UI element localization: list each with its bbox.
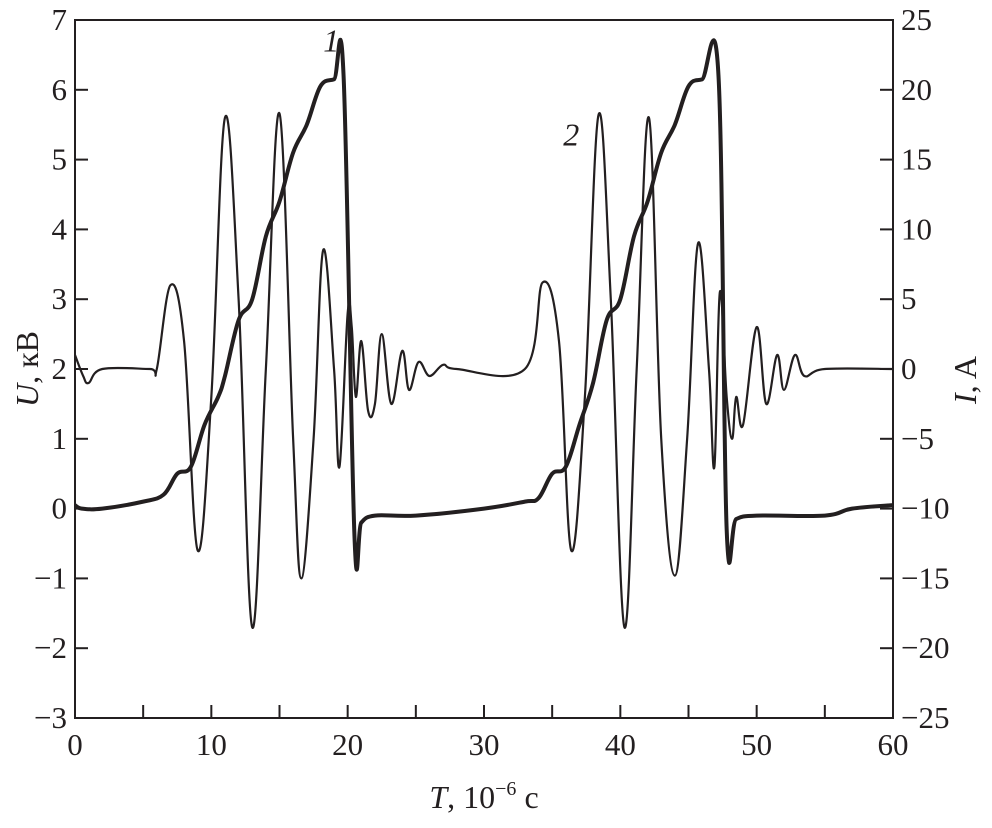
tick-labels: 0 10 20 30 40 50 60−3−2−101234567−25−20−15−10−… bbox=[34, 2, 949, 762]
y-right-tick-label: 5 bbox=[901, 281, 917, 316]
y-right-tick-label: 15 bbox=[901, 142, 932, 177]
series-lines bbox=[73, 37, 894, 629]
x-tick-label: 60 bbox=[878, 727, 909, 762]
series-line-2 bbox=[73, 111, 894, 629]
y-left-tick-label: 6 bbox=[52, 72, 68, 107]
y-right-axis-label: I, A bbox=[947, 356, 983, 405]
y-left-tick-label: 3 bbox=[52, 281, 68, 316]
y-right-tick-label: 0 bbox=[901, 351, 917, 386]
y-right-tick-label: −15 bbox=[901, 560, 949, 595]
y-left-tick-label: 5 bbox=[52, 142, 68, 177]
x-tick-label: 10 bbox=[196, 727, 227, 762]
series-line-1 bbox=[73, 37, 894, 572]
y-right-tick-label: −20 bbox=[901, 630, 949, 665]
y-right-tick-label: −10 bbox=[901, 491, 949, 526]
x-tick-label: 30 bbox=[469, 727, 500, 762]
plot-frame bbox=[74, 19, 894, 719]
x-tick-label: 40 bbox=[605, 727, 636, 762]
y-left-tick-label: 7 bbox=[52, 2, 68, 37]
y-left-tick-label: −1 bbox=[34, 560, 67, 595]
y-left-axis-label: U, кВ bbox=[9, 331, 45, 407]
y-right-tick-label: −25 bbox=[901, 700, 949, 735]
y-left-tick-label: 4 bbox=[52, 211, 68, 246]
y-left-tick-label: 1 bbox=[52, 421, 68, 456]
y-right-tick-label: 20 bbox=[901, 72, 932, 107]
annotation-1: 1 bbox=[323, 22, 339, 58]
x-tick-label: 0 bbox=[67, 727, 83, 762]
x-axis-label: T, 10−6 с bbox=[429, 778, 538, 815]
ticks bbox=[75, 19, 893, 719]
y-right-tick-label: −5 bbox=[901, 421, 934, 456]
y-left-tick-label: 0 bbox=[52, 491, 68, 526]
y-left-tick-label: −3 bbox=[34, 700, 67, 735]
y-right-tick-label: 25 bbox=[901, 2, 932, 37]
annotation-2: 2 bbox=[563, 117, 579, 153]
y-left-tick-label: −2 bbox=[34, 630, 67, 665]
y-right-tick-label: 10 bbox=[901, 211, 932, 246]
x-tick-label: 20 bbox=[332, 727, 363, 762]
y-left-tick-label: 2 bbox=[52, 351, 68, 386]
x-tick-label: 50 bbox=[741, 727, 772, 762]
